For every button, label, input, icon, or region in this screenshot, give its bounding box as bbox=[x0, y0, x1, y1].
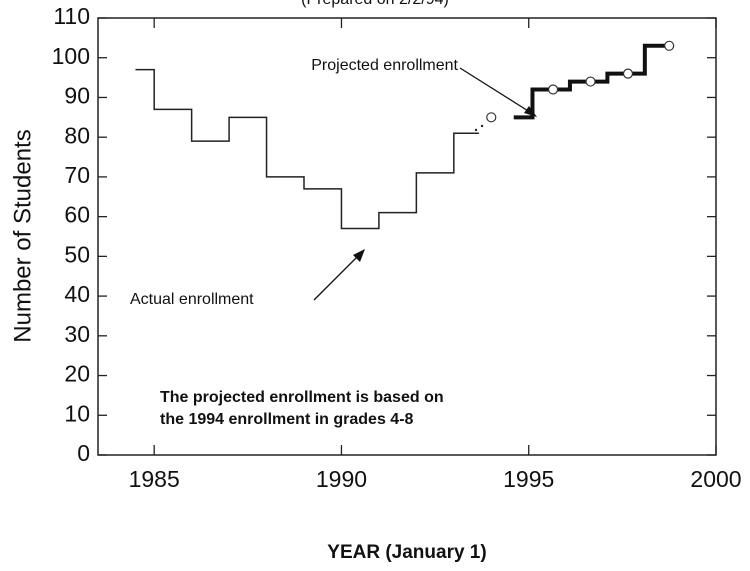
note: the 1994 enrollment in grades 4-8 bbox=[160, 411, 414, 428]
projection-point bbox=[622, 68, 634, 79]
x-tick-label: 1985 bbox=[129, 466, 180, 492]
y-tick-label: 40 bbox=[64, 281, 90, 307]
dot bbox=[480, 124, 484, 128]
y-tick-label: 0 bbox=[77, 440, 90, 466]
annotation: Projected enrollment bbox=[311, 57, 458, 74]
projection-point bbox=[486, 112, 497, 123]
projection-point bbox=[664, 40, 675, 51]
x-tick-label: 1990 bbox=[316, 466, 367, 492]
dot bbox=[474, 128, 478, 132]
annotation: Actual enrollment bbox=[130, 291, 254, 308]
x-axis-label: YEAR (January 1) bbox=[327, 542, 486, 563]
note: The projected enrollment is based on bbox=[160, 389, 444, 406]
y-tick-label: 100 bbox=[52, 43, 90, 69]
y-tick-label: 20 bbox=[64, 361, 90, 387]
x-tick-label: 2000 bbox=[690, 466, 741, 492]
projection-point bbox=[585, 76, 596, 87]
arrowhead bbox=[353, 249, 365, 262]
y-tick-label: 10 bbox=[64, 400, 90, 426]
subtitle: (Prepared on 2/2/94) bbox=[301, 0, 449, 8]
y-tick-label: 80 bbox=[64, 122, 90, 148]
y-tick-label: 90 bbox=[64, 83, 90, 109]
arrow bbox=[313, 253, 361, 301]
projection-point bbox=[547, 84, 559, 95]
y-tick-label: 70 bbox=[64, 162, 90, 188]
plot-frame bbox=[97, 17, 717, 456]
y-tick-label: 110 bbox=[53, 3, 90, 29]
step-line bbox=[135, 68, 479, 230]
x-tick-label: 1995 bbox=[503, 466, 554, 492]
y-tick-label: 30 bbox=[64, 321, 90, 347]
y-axis-label: Number of Students bbox=[9, 129, 36, 342]
y-tick-label: 50 bbox=[64, 241, 90, 267]
arrow bbox=[459, 67, 534, 115]
y-tick-label: 60 bbox=[64, 202, 90, 228]
